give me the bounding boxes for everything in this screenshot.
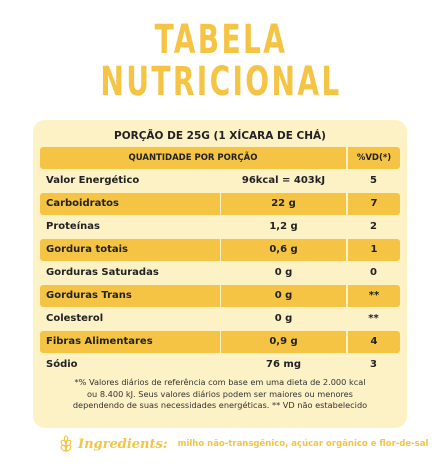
nutrient-vd: ** (348, 285, 400, 307)
table-row: Gorduras Saturadas 0 g 0 (40, 262, 400, 284)
nutrition-table: QUANTIDADE POR PORÇÃO %VD(*) Valor Energ… (40, 147, 400, 377)
header-quantity: QUANTIDADE POR PORÇÃO (40, 147, 346, 169)
footnote: *% Valores diários de referência com bas… (43, 377, 397, 412)
table-row: Gordura totais 0,6 g 1 (40, 239, 400, 261)
footnote-line: dependendo de suas necessidades energéti… (72, 400, 368, 410)
nutrient-vd: 3 (370, 359, 377, 370)
nutrient-name: Carboidratos (40, 193, 220, 215)
ingredients-line: Ingredients: milho não-transgênico, açúc… (58, 434, 428, 454)
nutrient-amount: 0 g (221, 285, 346, 307)
table-row: Gorduras Trans 0 g ** (40, 285, 400, 307)
title-line-1: TABELA (154, 17, 288, 63)
nutrient-name: Valor Energético (46, 175, 140, 186)
footnote-line: ou 8.400 kJ. Seus valores diários podem … (87, 388, 353, 399)
nutrient-amount: 1,2 g (269, 221, 298, 232)
table-row: Colesterol 0 g ** (40, 308, 400, 330)
table-row: Valor Energético 96kcal = 403kJ 5 (40, 170, 400, 192)
nutrient-name: Sódio (46, 359, 78, 370)
nutrient-name: Gordura totais (40, 239, 220, 261)
table-row: Sódio 76 mg 3 (40, 354, 400, 376)
table-row: Carboidratos 22 g 7 (40, 193, 400, 215)
wheat-icon (60, 435, 72, 452)
nutrient-name: Gorduras Saturadas (46, 267, 159, 278)
footnote-line: *% Valores diários de referência com bas… (74, 377, 366, 387)
nutrient-amount: 0,9 g (221, 331, 346, 353)
nutrient-amount: 76 mg (266, 359, 301, 370)
nutrient-vd: 1 (348, 239, 400, 261)
nutrient-name: Proteínas (46, 221, 100, 232)
table-row: Fibras Alimentares 0,9 g 4 (40, 331, 400, 353)
nutrient-name: Fibras Alimentares (40, 331, 220, 353)
nutrient-vd: 2 (370, 221, 377, 232)
table-row: Proteínas 1,2 g 2 (40, 216, 400, 238)
nutrient-amount: 22 g (221, 193, 346, 215)
nutrient-vd: 5 (370, 175, 377, 186)
nutrient-name: Colesterol (46, 313, 104, 324)
portion-size: PORÇÃO DE 25G (1 XÍCARA DE CHÁ) (114, 130, 326, 142)
nutrient-amount: 0 g (274, 267, 293, 278)
table-header: QUANTIDADE POR PORÇÃO %VD(*) (40, 147, 400, 169)
nutrition-card: PORÇÃO DE 25G (1 XÍCARA DE CHÁ) QUANTIDA… (33, 120, 407, 428)
nutrient-vd: 4 (348, 331, 400, 353)
nutrient-amount: 0 g (274, 313, 293, 324)
nutrient-amount: 0,6 g (221, 239, 346, 261)
nutrient-vd: ** (368, 313, 379, 324)
ingredients-label: Ingredients: (78, 436, 168, 452)
nutrient-vd: 0 (370, 267, 377, 278)
title-line-2: NUTRICIONAL (100, 59, 342, 105)
nutrient-vd: 7 (348, 193, 400, 215)
nutrient-name: Gorduras Trans (40, 285, 220, 307)
header-vd: %VD(*) (348, 147, 400, 169)
ingredients-text: milho não-transgênico, açúcar orgânico e… (177, 439, 429, 449)
nutrient-amount: 96kcal = 403kJ (241, 175, 326, 186)
